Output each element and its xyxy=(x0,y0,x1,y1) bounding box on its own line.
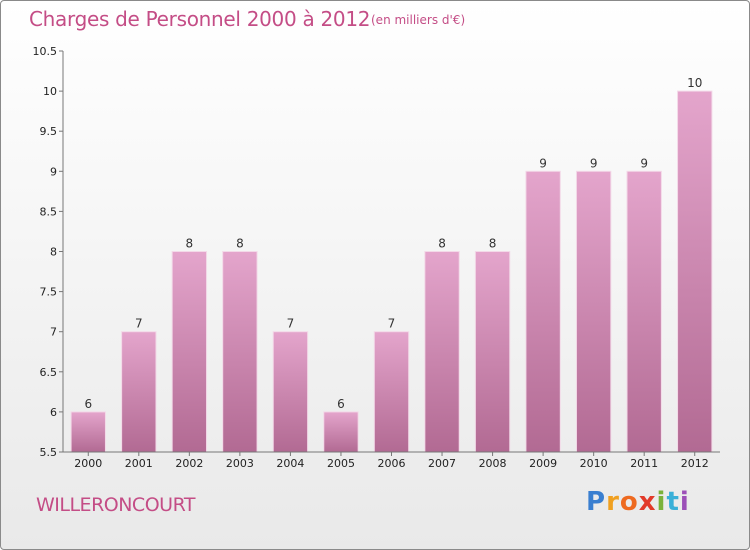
x-tick-label-2008: 2008 xyxy=(479,457,507,470)
y-tick-label: 5.5 xyxy=(40,446,58,459)
y-tick-label: 7 xyxy=(50,326,57,339)
x-tick-label-2006: 2006 xyxy=(378,457,406,470)
y-tick-label: 10 xyxy=(43,85,57,98)
bar-2011 xyxy=(626,170,662,453)
data-label-2008: 8 xyxy=(489,237,497,251)
x-tick-label-2007: 2007 xyxy=(428,457,456,470)
y-tick-label: 6.5 xyxy=(40,366,58,379)
data-label-2007: 8 xyxy=(438,237,446,251)
data-label-2005: 6 xyxy=(337,397,345,411)
y-tick-label: 10.5 xyxy=(33,45,58,58)
proxiti-logo[interactable]: Proxiti xyxy=(586,487,690,517)
data-label-2001: 7 xyxy=(135,317,143,331)
y-axis: 5.5 6 6.5 7 7.5 8 8.5 9 9.5 10 10.5 xyxy=(33,45,64,459)
data-label-2003: 8 xyxy=(236,237,244,251)
bar-2002 xyxy=(171,251,208,453)
x-tick-label-2000: 2000 xyxy=(74,457,102,470)
x-tick-label-2002: 2002 xyxy=(175,457,203,470)
data-label-2012: 10 xyxy=(687,76,702,90)
bar-2010 xyxy=(575,170,612,453)
data-label-2009: 9 xyxy=(539,156,547,170)
y-tick-label: 8.5 xyxy=(40,205,58,218)
bar-2008 xyxy=(474,251,511,453)
bar-2004 xyxy=(272,331,309,453)
data-label-2010: 9 xyxy=(590,156,598,170)
data-label-2000: 6 xyxy=(84,397,92,411)
bar-2000 xyxy=(70,411,106,453)
x-axis: 2000 2001 2002 2003 2004 2005 2006 2007 2008 2009… xyxy=(63,451,720,470)
x-tick-label-2004: 2004 xyxy=(276,457,304,470)
data-label-2011: 9 xyxy=(640,156,648,170)
bar-2003 xyxy=(222,251,258,453)
bar-2007 xyxy=(424,251,460,453)
data-label-2002: 8 xyxy=(186,237,194,251)
x-tick-label-2009: 2009 xyxy=(529,457,557,470)
bars: 6 7 8 8 7 6 7 8 8 9 9 9 10 xyxy=(70,76,713,453)
y-tick-label: 8 xyxy=(50,246,57,259)
chart-subtitle: (en milliers d'€) xyxy=(371,13,466,27)
y-tick-label: 6 xyxy=(50,406,57,419)
y-tick-label: 7.5 xyxy=(40,286,58,299)
x-tick-label-2001: 2001 xyxy=(125,457,153,470)
y-tick-label: 9.5 xyxy=(40,125,58,138)
bar-2005 xyxy=(323,411,359,453)
commune-name: WILLERONCOURT xyxy=(36,494,196,516)
x-tick-label-2005: 2005 xyxy=(327,457,355,470)
bar-2006 xyxy=(373,331,410,453)
y-tick-label: 9 xyxy=(50,165,57,178)
bar-2012 xyxy=(677,90,713,453)
x-tick-label-2003: 2003 xyxy=(226,457,254,470)
data-label-2004: 7 xyxy=(287,317,295,331)
bar-2001 xyxy=(121,331,157,453)
chart-title: Charges de Personnel 2000 à 2012 xyxy=(29,7,371,31)
x-tick-label-2010: 2010 xyxy=(580,457,608,470)
x-tick-label-2011: 2011 xyxy=(630,457,658,470)
x-tick-label-2012: 2012 xyxy=(681,457,709,470)
bar-2009 xyxy=(525,170,561,453)
data-label-2006: 7 xyxy=(388,317,396,331)
